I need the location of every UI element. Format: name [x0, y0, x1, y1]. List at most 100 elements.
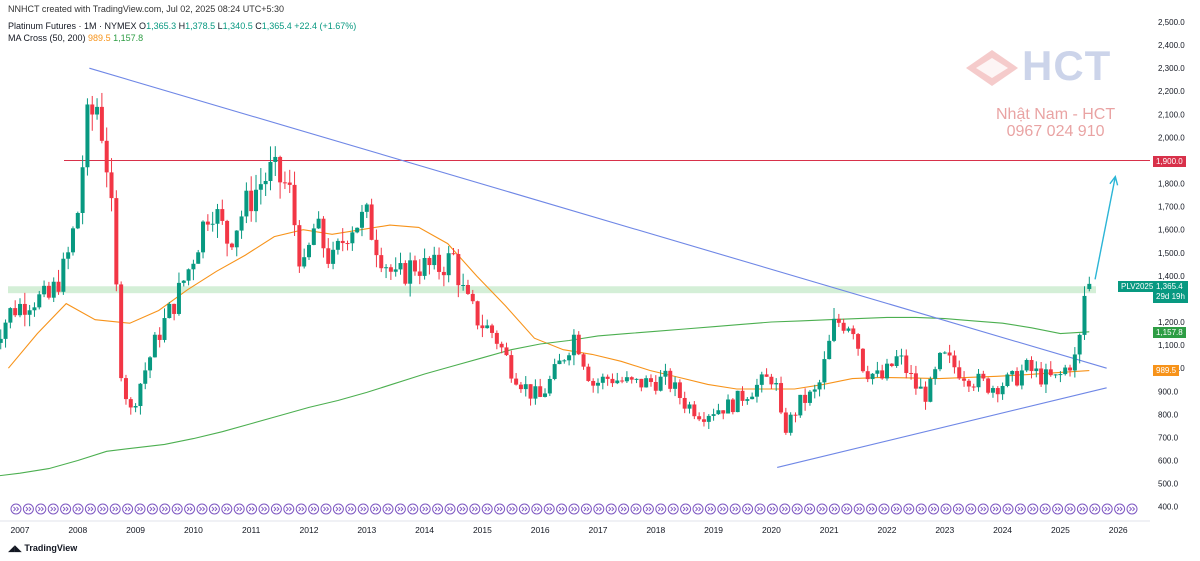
- event-marker-icon[interactable]: [1052, 503, 1064, 515]
- event-marker-icon[interactable]: [159, 503, 171, 515]
- event-marker-icon[interactable]: [928, 503, 940, 515]
- event-marker-icon[interactable]: [1027, 503, 1039, 515]
- event-marker-icon[interactable]: [543, 503, 555, 515]
- event-marker-icon[interactable]: [1101, 503, 1113, 515]
- event-marker-icon[interactable]: [60, 503, 72, 515]
- event-marker-icon[interactable]: [134, 503, 146, 515]
- candle: [759, 371, 764, 393]
- event-marker-icon[interactable]: [469, 503, 481, 515]
- event-marker-icon[interactable]: [1076, 503, 1088, 515]
- event-marker-icon[interactable]: [952, 503, 964, 515]
- event-marker-icon[interactable]: [35, 503, 47, 515]
- event-marker-icon[interactable]: [47, 503, 59, 515]
- event-marker-icon[interactable]: [1064, 503, 1076, 515]
- event-marker-icon[interactable]: [357, 503, 369, 515]
- event-marker-icon[interactable]: [890, 503, 902, 515]
- candle: [976, 368, 981, 392]
- event-marker-icon[interactable]: [940, 503, 952, 515]
- event-marker-icon[interactable]: [1089, 503, 1101, 515]
- event-marker-icon[interactable]: [72, 503, 84, 515]
- event-marker-icon[interactable]: [680, 503, 692, 515]
- event-marker-icon[interactable]: [915, 503, 927, 515]
- event-marker-icon[interactable]: [221, 503, 233, 515]
- event-marker-icon[interactable]: [1126, 503, 1138, 515]
- event-marker-icon[interactable]: [816, 503, 828, 515]
- event-marker-icon[interactable]: [506, 503, 518, 515]
- event-marker-icon[interactable]: [903, 503, 915, 515]
- event-marker-icon[interactable]: [841, 503, 853, 515]
- event-marker-icon[interactable]: [246, 503, 258, 515]
- event-marker-icon[interactable]: [531, 503, 543, 515]
- event-marker-icon[interactable]: [556, 503, 568, 515]
- event-marker-icon[interactable]: [394, 503, 406, 515]
- event-marker-icon[interactable]: [382, 503, 394, 515]
- event-marker-icon[interactable]: [766, 503, 778, 515]
- event-marker-icon[interactable]: [977, 503, 989, 515]
- candle: [591, 378, 596, 393]
- event-marker-icon[interactable]: [605, 503, 617, 515]
- event-marker-icon[interactable]: [580, 503, 592, 515]
- event-marker-icon[interactable]: [965, 503, 977, 515]
- event-marker-icon[interactable]: [692, 503, 704, 515]
- candle: [1015, 367, 1020, 387]
- event-marker-icon[interactable]: [791, 503, 803, 515]
- event-marker-icon[interactable]: [630, 503, 642, 515]
- event-marker-icon[interactable]: [655, 503, 667, 515]
- tradingview-logo[interactable]: ◢◣ TradingView: [8, 543, 77, 554]
- event-marker-icon[interactable]: [754, 503, 766, 515]
- event-marker-icon[interactable]: [171, 503, 183, 515]
- event-marker-icon[interactable]: [146, 503, 158, 515]
- event-marker-icon[interactable]: [109, 503, 121, 515]
- event-marker-icon[interactable]: [518, 503, 530, 515]
- event-marker-icon[interactable]: [122, 503, 134, 515]
- event-marker-icon[interactable]: [742, 503, 754, 515]
- event-marker-icon[interactable]: [320, 503, 332, 515]
- event-marker-icon[interactable]: [853, 503, 865, 515]
- event-marker-icon[interactable]: [704, 503, 716, 515]
- event-marker-icon[interactable]: [667, 503, 679, 515]
- event-marker-icon[interactable]: [1002, 503, 1014, 515]
- event-marker-icon[interactable]: [456, 503, 468, 515]
- event-marker-icon[interactable]: [642, 503, 654, 515]
- event-marker-icon[interactable]: [1039, 503, 1051, 515]
- candle: [461, 273, 466, 291]
- event-marker-icon[interactable]: [729, 503, 741, 515]
- event-marker-icon[interactable]: [345, 503, 357, 515]
- event-marker-icon[interactable]: [233, 503, 245, 515]
- event-marker-icon[interactable]: [270, 503, 282, 515]
- event-marker-icon[interactable]: [444, 503, 456, 515]
- event-marker-icon[interactable]: [990, 503, 1002, 515]
- event-marker-icon[interactable]: [494, 503, 506, 515]
- event-marker-icon[interactable]: [432, 503, 444, 515]
- event-marker-icon[interactable]: [196, 503, 208, 515]
- candle: [446, 246, 451, 283]
- event-marker-icon[interactable]: [308, 503, 320, 515]
- event-marker-icon[interactable]: [779, 503, 791, 515]
- event-marker-icon[interactable]: [481, 503, 493, 515]
- event-marker-icon[interactable]: [1114, 503, 1126, 515]
- event-marker-icon[interactable]: [84, 503, 96, 515]
- event-marker-icon[interactable]: [295, 503, 307, 515]
- event-marker-icon[interactable]: [568, 503, 580, 515]
- event-marker-icon[interactable]: [184, 503, 196, 515]
- event-marker-icon[interactable]: [283, 503, 295, 515]
- event-marker-icon[interactable]: [10, 503, 22, 515]
- event-marker-icon[interactable]: [208, 503, 220, 515]
- event-marker-icon[interactable]: [332, 503, 344, 515]
- event-marker-icon[interactable]: [258, 503, 270, 515]
- event-marker-icon[interactable]: [828, 503, 840, 515]
- lower-trendline: [777, 387, 1107, 468]
- event-marker-icon[interactable]: [407, 503, 419, 515]
- event-marker-icon[interactable]: [804, 503, 816, 515]
- event-marker-icon[interactable]: [878, 503, 890, 515]
- event-marker-icon[interactable]: [593, 503, 605, 515]
- event-marker-icon[interactable]: [717, 503, 729, 515]
- event-marker-icon[interactable]: [419, 503, 431, 515]
- event-marker-icon[interactable]: [97, 503, 109, 515]
- event-marker-icon[interactable]: [370, 503, 382, 515]
- event-marker-icon[interactable]: [618, 503, 630, 515]
- event-marker-icon[interactable]: [866, 503, 878, 515]
- event-marker-icon[interactable]: [22, 503, 34, 515]
- event-marker-icon[interactable]: [1014, 503, 1026, 515]
